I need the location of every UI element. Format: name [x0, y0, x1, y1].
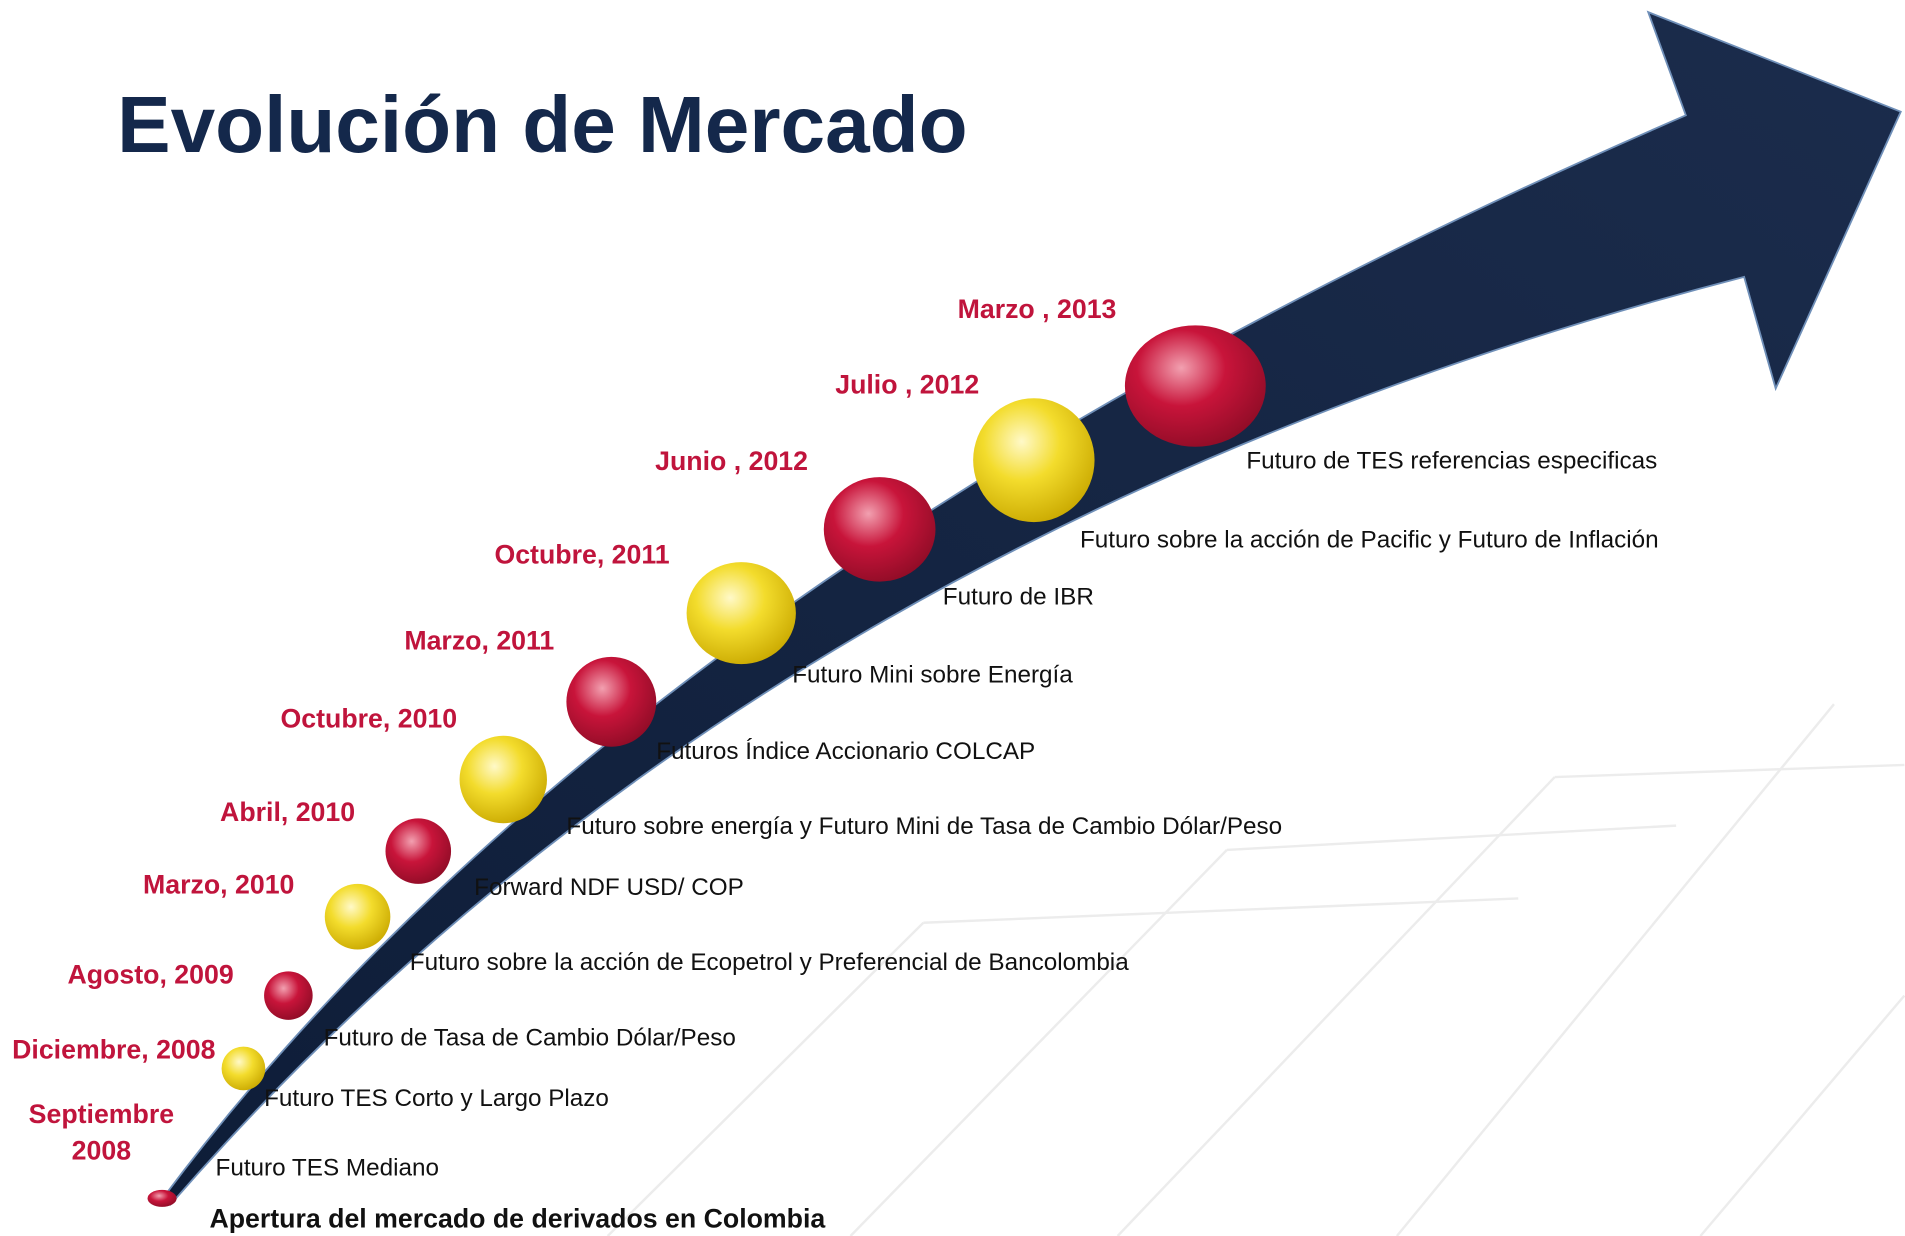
- milestone-description: Futuro sobre la acción de Ecopetrol y Pr…: [410, 949, 1129, 976]
- milestone-date: Marzo, 2010: [143, 870, 294, 900]
- milestone-description: Futuro Mini sobre Energía: [792, 661, 1073, 688]
- milestone-dot: [566, 657, 656, 747]
- timeline-diagram: Evolución de Mercado Apertura del mercad…: [0, 0, 1905, 1236]
- milestone-date: Junio , 2012: [655, 446, 808, 476]
- footer-text: Apertura del mercado de derivados en Col…: [209, 1204, 826, 1234]
- milestone-dot: [222, 1047, 266, 1091]
- title: Evolución de Mercado: [117, 79, 967, 169]
- milestone-dot: [460, 736, 547, 823]
- milestone-dot: [385, 818, 451, 884]
- milestone-date: Abril, 2010: [220, 797, 355, 827]
- milestone-description: Futuro sobre la acción de Pacific y Futu…: [1080, 527, 1659, 554]
- milestone-dot: [824, 477, 936, 581]
- milestone-description: Futuro sobre energía y Futuro Mini de Ta…: [566, 813, 1282, 840]
- milestone-dot: [973, 398, 1094, 522]
- page: Evolución de Mercado Apertura del mercad…: [0, 0, 1905, 1236]
- milestone-dot: [687, 562, 796, 664]
- milestone-date: Octubre, 2010: [281, 703, 458, 733]
- milestone-description: Futuro de TES referencias especificas: [1246, 448, 1657, 475]
- milestone-dot: [1125, 325, 1266, 446]
- milestone-description: Futuro TES Corto y Largo Plazo: [264, 1085, 609, 1112]
- milestone-date: Julio , 2012: [835, 369, 979, 399]
- milestone-date: Agosto, 2009: [68, 959, 234, 989]
- milestone-description: Futuro de Tasa de Cambio Dólar/Peso: [324, 1024, 736, 1051]
- milestone-description: Forward NDF USD/ COP: [474, 874, 744, 901]
- milestone-dot: [325, 884, 391, 950]
- milestone-date: Diciembre, 2008: [12, 1035, 216, 1065]
- milestone-date: Marzo, 2011: [404, 626, 554, 656]
- milestone-date: Octubre, 2011: [494, 539, 669, 569]
- milestone-dot: [264, 971, 313, 1020]
- milestone-date: Marzo , 2013: [958, 294, 1117, 324]
- milestone-dot: [148, 1190, 177, 1207]
- milestone-description: Futuro de IBR: [943, 584, 1094, 611]
- milestone-description: Futuro TES Mediano: [216, 1154, 439, 1181]
- milestone-description: Futuros Índice Accionario COLCAP: [656, 738, 1035, 765]
